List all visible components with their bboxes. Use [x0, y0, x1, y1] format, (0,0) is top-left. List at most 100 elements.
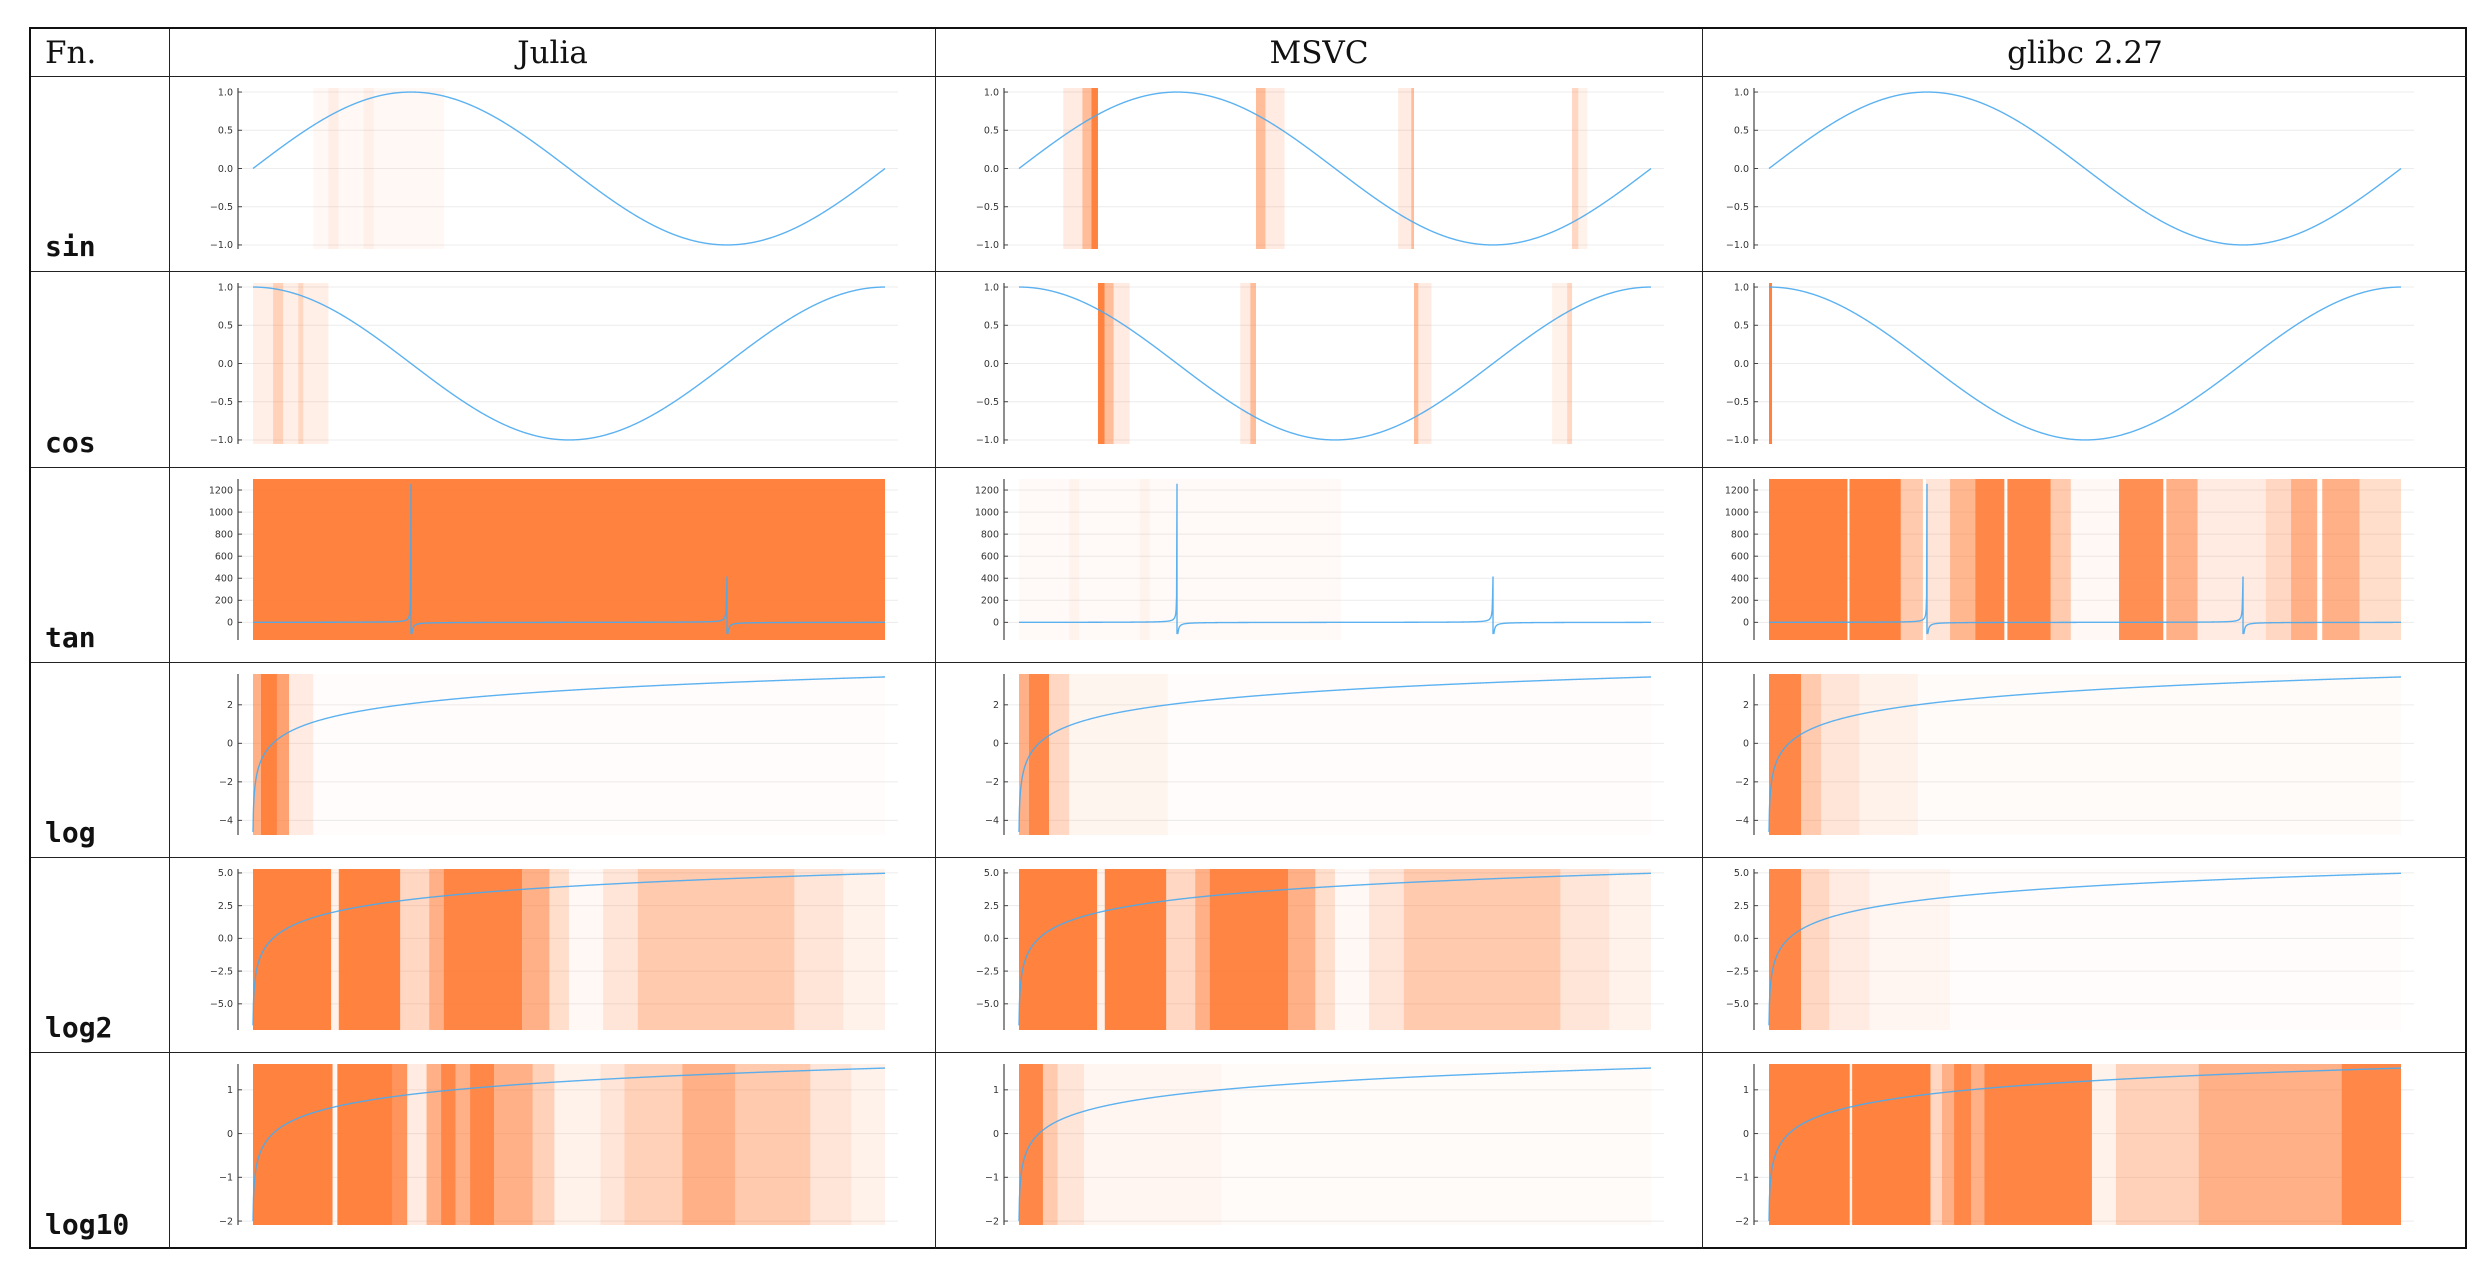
error-band: [2197, 478, 2266, 640]
error-band: [2322, 478, 2360, 640]
error-band: [1801, 673, 1822, 835]
plot-cell-log10-msvc: −2 −1 0 1: [936, 1053, 1703, 1249]
y-tick-label: 1.0: [218, 87, 233, 98]
error-band: [443, 869, 523, 1031]
error-band: [1609, 869, 1651, 1031]
y-tick-label: 1000: [975, 507, 999, 518]
y-tick-label: 2: [993, 700, 999, 711]
error-band: [337, 1064, 393, 1226]
error-band: [426, 1064, 442, 1226]
error-band: [276, 673, 290, 835]
error-band: [532, 1064, 555, 1226]
error-band: [1255, 88, 1266, 249]
error-band: [810, 1064, 852, 1226]
error-band: [392, 1064, 408, 1226]
function-curve: [1018, 1067, 1652, 1222]
error-band: [253, 283, 329, 445]
y-tick-label: 0.0: [218, 164, 233, 175]
y-tick-label: 2: [1743, 700, 1749, 711]
function-curve: [1768, 676, 2402, 832]
error-band: [1063, 88, 1083, 249]
y-tick-label: 1: [227, 1086, 233, 1097]
function-curve: [1768, 872, 2402, 1026]
y-tick-label: −5.0: [210, 999, 233, 1010]
row-label-cell-cos: cos: [31, 272, 170, 468]
y-tick-label: 0.0: [984, 359, 999, 370]
error-band: [1829, 869, 1870, 1031]
error-band: [1403, 869, 1561, 1031]
chart-sin-msvc: −1.0 −0.5 0.0 0.5 1.0: [976, 87, 1664, 251]
error-band: [522, 869, 550, 1031]
error-band: [400, 869, 430, 1031]
y-tick-label: −0.5: [976, 397, 999, 408]
y-tick-label: 600: [981, 551, 999, 562]
y-tick-label: 0: [1743, 1129, 1749, 1140]
error-band: [1418, 283, 1432, 445]
plot-cell-log2-msvc: −5.0 −2.5 0.0 2.5 5.0: [936, 858, 1703, 1054]
error-band: [1240, 283, 1251, 445]
error-band: [1084, 1064, 1222, 1226]
error-band: [1104, 869, 1167, 1031]
y-tick-label: −1: [219, 1173, 233, 1184]
error-band: [1801, 869, 1830, 1031]
header-fn: Fn.: [31, 29, 170, 77]
header-julia: Julia: [170, 29, 936, 77]
y-tick-label: 0.0: [1734, 359, 1749, 370]
error-band: [1168, 674, 1651, 835]
error-band: [2119, 478, 2164, 640]
error-band: [331, 869, 339, 1031]
error-band: [1849, 1064, 1853, 1226]
plot-cell-log2-julia: −5.0 −2.5 0.0 2.5 5.0: [170, 858, 936, 1054]
function-curve: [1019, 483, 1651, 634]
error-band: [1069, 673, 1168, 835]
error-band: [1288, 869, 1316, 1031]
error-band: [1104, 283, 1114, 445]
error-band: [1250, 283, 1256, 445]
error-band: [2198, 1064, 2342, 1226]
y-tick-label: −0.5: [1726, 397, 1749, 408]
error-band: [1941, 1064, 1955, 1226]
y-tick-label: 1.0: [1734, 283, 1749, 294]
error-band: [363, 88, 374, 249]
function-curve: [1768, 91, 2402, 246]
y-tick-label: 200: [981, 595, 999, 606]
error-band: [1315, 869, 1335, 1031]
error-band: [260, 673, 277, 835]
plot-area: −1.0 −0.5 0.0 0.5 1.0: [210, 283, 898, 447]
function-curve: [252, 872, 886, 1026]
y-tick-label: 1200: [209, 485, 233, 496]
y-tick-label: 5.0: [984, 868, 999, 879]
plot-area: 0 200 400 600 800 1000 1200: [209, 478, 898, 640]
error-band: [1769, 673, 1802, 835]
y-tick-label: 0.5: [218, 126, 233, 137]
plot-area: −5.0 −2.5 0.0 2.5 5.0: [210, 868, 898, 1031]
plot-cell-sin-msvc: −1.0 −0.5 0.0 0.5 1.0: [936, 77, 1703, 273]
function-curve: [1019, 286, 1651, 441]
y-tick-label: 0: [993, 739, 999, 750]
error-band: [441, 1064, 456, 1226]
y-tick-label: −1: [1735, 1173, 1749, 1184]
error-band: [1069, 478, 1080, 640]
y-tick-label: 0.5: [984, 321, 999, 332]
y-tick-label: −2: [1735, 777, 1749, 788]
error-band: [1869, 869, 1951, 1031]
y-tick-label: 400: [1731, 573, 1749, 584]
y-tick-label: −1: [985, 1173, 999, 1184]
plot-area: 0 200 400 600 800 1000 1200: [1725, 478, 2414, 640]
plot-area: −4 −2 0 2: [219, 673, 898, 835]
y-tick-label: 0: [993, 617, 999, 628]
y-tick-label: 600: [215, 551, 233, 562]
error-band: [313, 674, 885, 835]
plot-area: −1.0 −0.5 0.0 0.5 1.0: [210, 87, 898, 251]
plot-area: −2 −1 0 1: [985, 1064, 1664, 1228]
y-tick-label: 1: [993, 1086, 999, 1097]
y-tick-label: 2: [227, 700, 233, 711]
error-band: [1852, 1064, 1931, 1226]
error-band: [1950, 478, 1976, 640]
error-band: [1113, 283, 1130, 445]
y-tick-label: 1200: [975, 485, 999, 496]
y-tick-label: −2.5: [1726, 967, 1749, 978]
y-tick-label: 1000: [209, 507, 233, 518]
plot-area: −2 −1 0 1: [219, 1064, 898, 1228]
chart-sin-julia: −1.0 −0.5 0.0 0.5 1.0: [210, 87, 898, 251]
